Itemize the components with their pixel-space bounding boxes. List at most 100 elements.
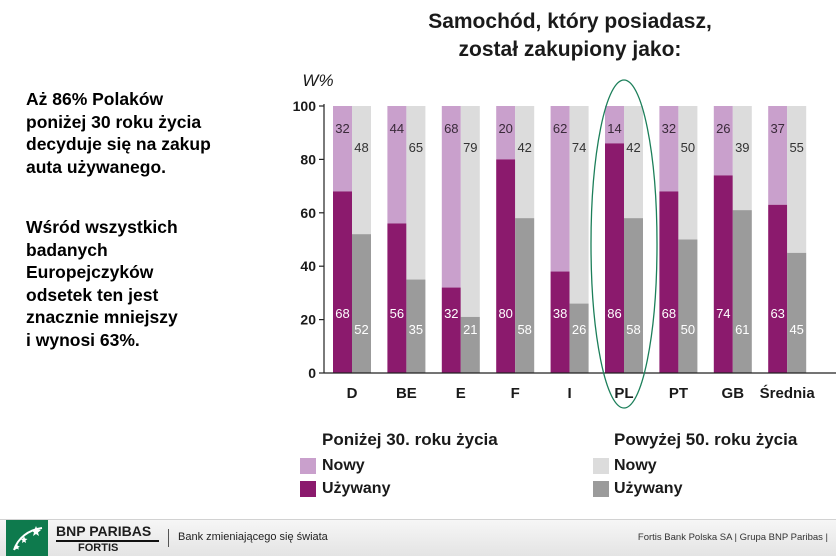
bar-under30-new-I — [550, 106, 570, 272]
y-axis-label: W% — [302, 71, 333, 90]
x-tick-label-F: F — [511, 385, 520, 402]
legend-group-under30-title: Poniżej 30. roku życia — [322, 430, 498, 449]
legend-swatch-under30-new — [300, 458, 316, 474]
data-label-over50-new-PL: 42 — [626, 140, 640, 155]
legend-swatch-over50-new — [593, 458, 609, 474]
bar-over50-new-BE — [406, 106, 426, 280]
bar-under30-used-BE — [387, 223, 407, 373]
bar-under30-used-I — [550, 271, 570, 373]
bar-under30-used-PT — [659, 191, 679, 373]
bar-under30-new-D — [333, 106, 352, 192]
data-label-under30-used-GB: 74 — [716, 306, 730, 321]
legend-group-over50-title: Powyżej 50. roku życia — [614, 430, 798, 449]
data-label-over50-used-D: 52 — [354, 322, 368, 337]
bar-under30-new-GB — [713, 106, 733, 176]
data-label-under30-new-I: 62 — [553, 121, 567, 136]
data-label-over50-used-Średnia: 45 — [789, 322, 803, 337]
bar-under30-used-F — [496, 159, 516, 373]
brand-subname: FORTIS — [78, 542, 119, 554]
data-label-over50-new-GB: 39 — [735, 140, 749, 155]
y-tick-label-100: 100 — [293, 98, 317, 114]
data-label-over50-used-GB: 61 — [735, 322, 749, 337]
bar-under30-used-E — [441, 287, 461, 373]
data-label-under30-new-F: 20 — [498, 121, 512, 136]
bar-over50-used-BE — [406, 279, 426, 373]
bar-under30-new-BE — [387, 106, 407, 224]
data-label-under30-used-D: 68 — [335, 306, 349, 321]
bar-over50-new-PL — [624, 106, 643, 219]
data-label-under30-new-E: 68 — [444, 121, 458, 136]
y-tick-label-80: 80 — [300, 151, 316, 167]
data-label-under30-new-PT: 32 — [662, 121, 676, 136]
data-label-over50-used-I: 26 — [572, 322, 586, 337]
data-label-under30-used-PL: 86 — [607, 306, 621, 321]
y-tick-label-60: 60 — [300, 205, 316, 221]
bar-over50-new-I — [569, 106, 589, 304]
data-label-over50-used-F: 58 — [517, 322, 531, 337]
data-label-under30-new-D: 32 — [335, 121, 349, 136]
bar-over50-new-E — [460, 106, 480, 317]
brand-name: BNP PARIBAS — [56, 523, 152, 539]
bar-under30-used-PL — [605, 143, 624, 373]
x-tick-label-I: I — [568, 385, 572, 402]
data-label-over50-new-D: 48 — [354, 140, 368, 155]
footer-bar: BNP PARIBAS FORTIS Bank zmieniającego si… — [0, 519, 836, 556]
legend-label-over50-new: Nowy — [614, 457, 657, 474]
bar-under30-used-Średnia — [768, 204, 788, 373]
data-label-under30-used-E: 32 — [444, 306, 458, 321]
data-label-over50-used-PL: 58 — [626, 322, 640, 337]
data-label-under30-new-GB: 26 — [716, 121, 730, 136]
bar-over50-new-F — [515, 106, 535, 219]
bar-over50-used-D — [352, 234, 371, 373]
stars-icon — [13, 526, 43, 551]
bnp-paribas-logo — [6, 520, 48, 556]
x-tick-label-Średnia: Średnia — [760, 384, 816, 402]
x-tick-label-BE: BE — [396, 385, 417, 402]
data-label-under30-used-BE: 56 — [390, 306, 404, 321]
y-tick-label-20: 20 — [300, 312, 316, 328]
bar-under30-used-D — [333, 191, 352, 373]
data-label-under30-new-Średnia: 37 — [770, 121, 784, 136]
chart-title: Samochód, który posiadasz, został zakupi… — [428, 10, 712, 61]
legend-label-under30-new: Nowy — [322, 457, 365, 474]
legend-label-under30-used: Używany — [322, 480, 391, 497]
data-label-over50-new-PT: 50 — [681, 140, 695, 155]
footer-company-info: Fortis Bank Polska SA | Grupa BNP Pariba… — [637, 532, 828, 543]
data-label-under30-used-I: 38 — [553, 306, 567, 321]
legend-swatch-under30-used — [300, 481, 316, 497]
bar-over50-used-I — [569, 303, 589, 373]
data-label-over50-new-Średnia: 55 — [789, 140, 803, 155]
data-label-over50-new-I: 74 — [572, 140, 586, 155]
brand-divider — [56, 540, 159, 542]
y-tick-label-40: 40 — [300, 258, 316, 274]
data-label-over50-used-PT: 50 — [681, 322, 695, 337]
legend-label-over50-used: Używany — [614, 480, 683, 497]
x-tick-label-PL: PL — [614, 385, 633, 402]
side-text-paragraph-2: Wśród wszystkich badanych Europejczyków … — [26, 217, 178, 350]
x-tick-label-D: D — [347, 385, 358, 402]
legend-swatch-over50-used — [593, 481, 609, 497]
data-label-under30-used-PT: 68 — [662, 306, 676, 321]
data-label-under30-used-Średnia: 63 — [770, 306, 784, 321]
x-tick-label-GB: GB — [722, 385, 745, 402]
bar-over50-used-E — [460, 316, 480, 373]
data-label-over50-new-BE: 65 — [409, 140, 423, 155]
bar-over50-used-Średnia — [787, 252, 807, 373]
bar-under30-used-GB — [713, 175, 733, 373]
bar-over50-used-PL — [624, 218, 643, 373]
bar-under30-new-PL — [605, 106, 624, 144]
x-tick-label-PT: PT — [669, 385, 688, 402]
data-label-under30-used-F: 80 — [498, 306, 512, 321]
data-label-over50-used-E: 21 — [463, 322, 477, 337]
y-tick-label-0: 0 — [308, 365, 316, 381]
bar-over50-new-Średnia — [787, 106, 807, 253]
bar-under30-new-PT — [659, 106, 679, 192]
side-text-paragraph-1: Aż 86% Polaków poniżej 30 roku życia dec… — [26, 89, 211, 177]
data-label-under30-new-BE: 44 — [390, 121, 404, 136]
bar-over50-new-PT — [678, 106, 698, 240]
bar-over50-used-F — [515, 218, 535, 373]
footer-separator — [168, 529, 169, 547]
bar-over50-new-GB — [732, 106, 752, 211]
data-label-over50-new-F: 42 — [517, 140, 531, 155]
data-label-under30-new-PL: 14 — [607, 121, 621, 136]
